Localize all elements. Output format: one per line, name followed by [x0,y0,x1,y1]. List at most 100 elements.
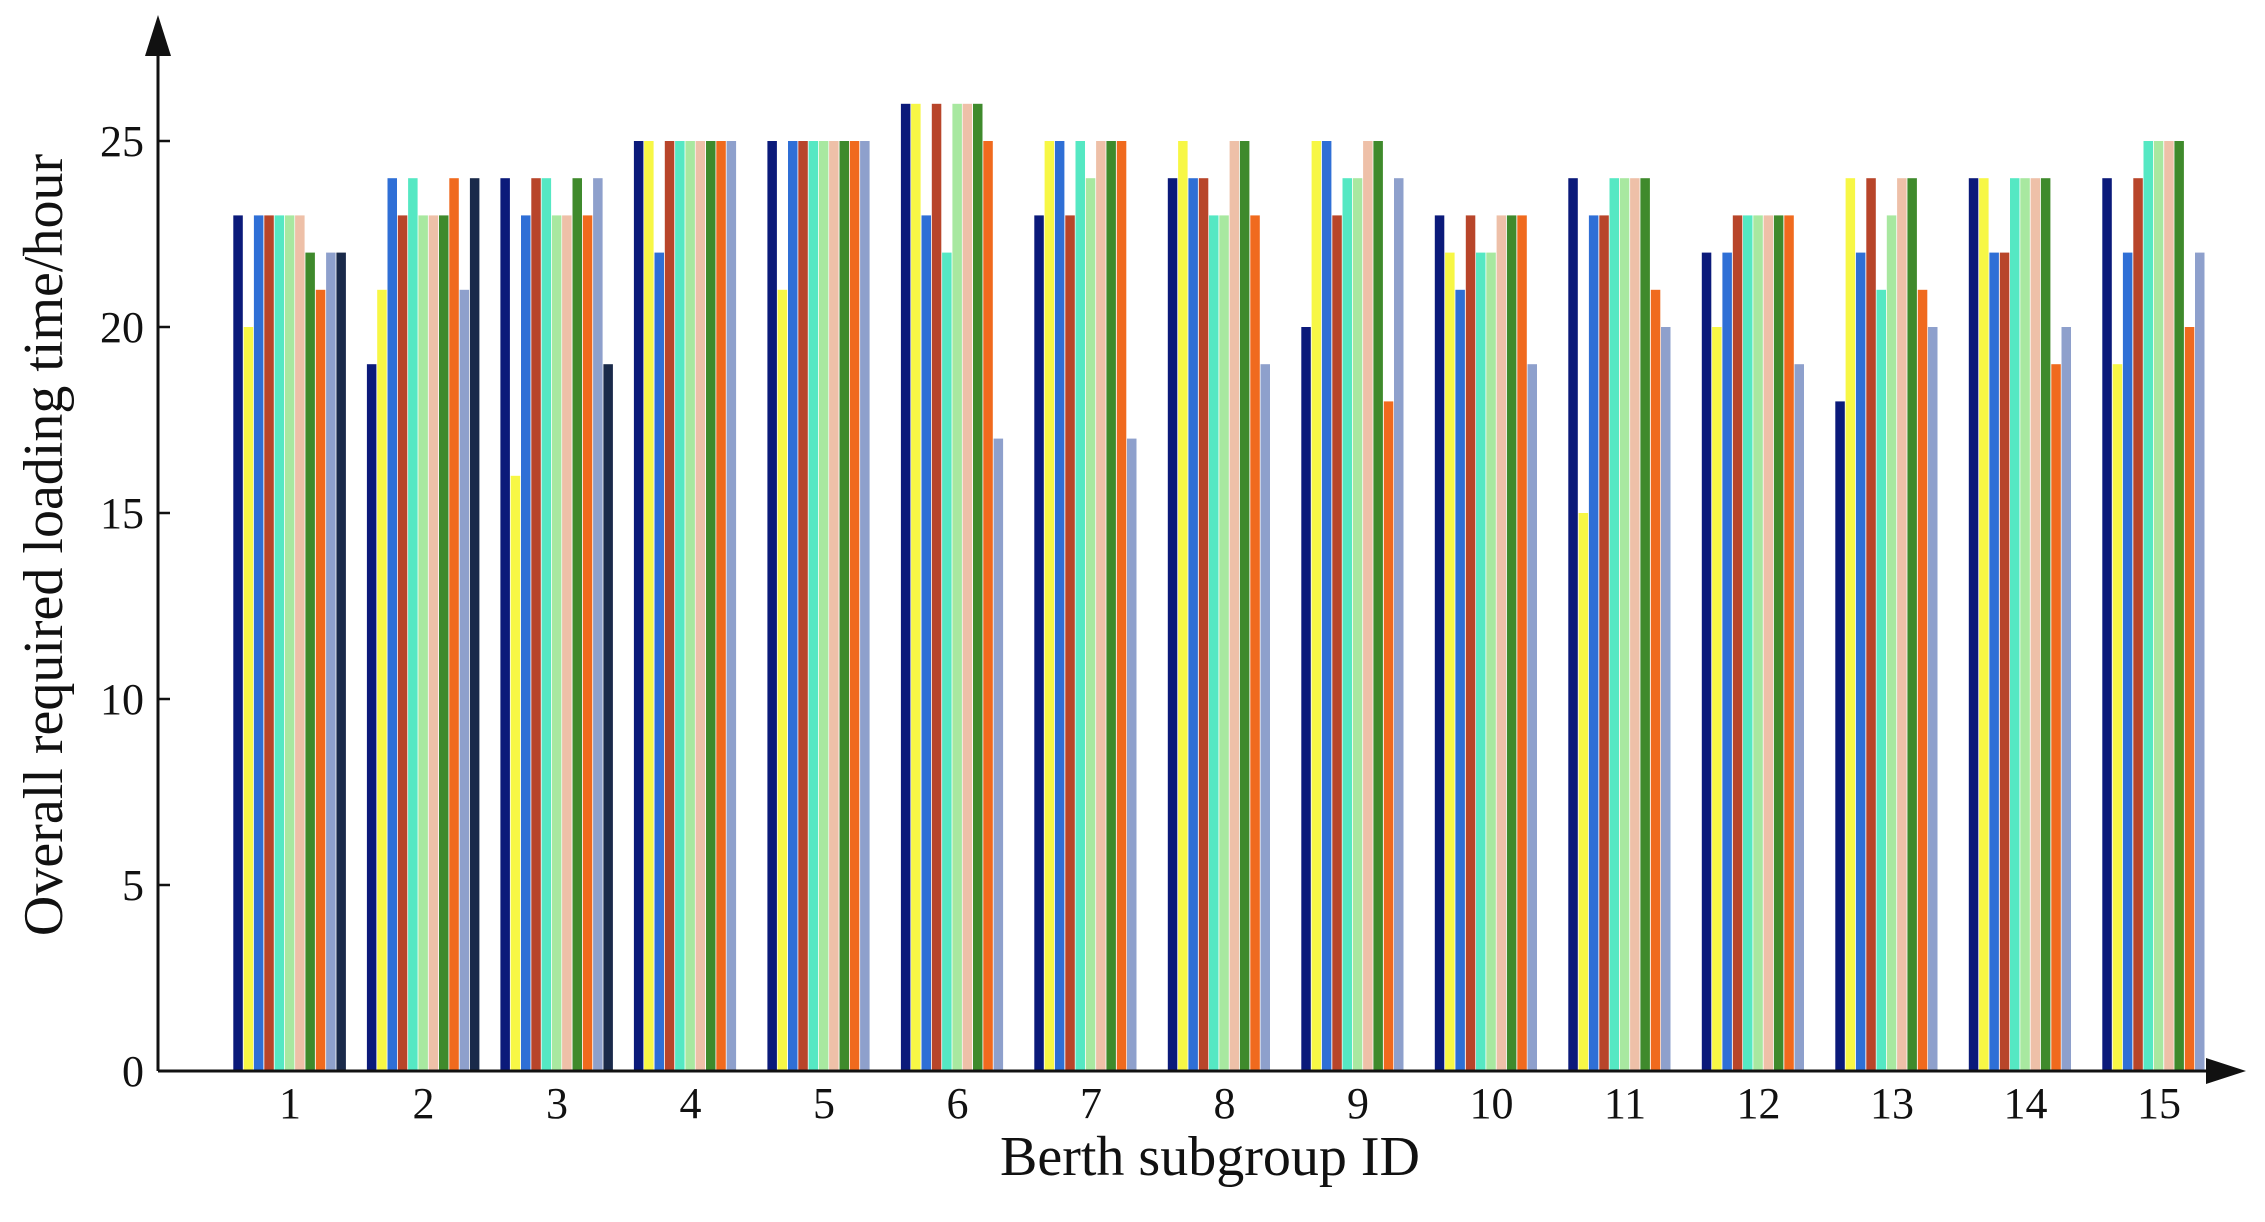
bar-subgroup-7-series-8 [1106,141,1116,1071]
bar-subgroup-2-series-1 [366,364,377,1071]
bar-subgroup-2-series-3 [387,178,397,1071]
bar-subgroup-8-series-7 [1229,141,1240,1071]
bar-subgroup-3-series-11 [603,364,613,1071]
bar-subgroup-2-series-2 [377,289,387,1071]
bar-subgroup-4-series-1 [633,141,644,1071]
x-tick-label: 7 [1080,1079,1102,1128]
x-axis-arrow [2206,1058,2246,1084]
bar-subgroup-3-series-1 [500,178,510,1071]
bar-subgroup-9-series-6 [1352,178,1363,1071]
bar-subgroup-1-series-7 [295,215,305,1071]
bar-subgroup-9-series-2 [1311,141,1322,1071]
bar-subgroup-10-series-9 [1517,215,1527,1071]
bar-subgroup-8-series-5 [1209,215,1219,1071]
bar-subgroup-2-series-4 [397,215,408,1071]
bar-subgroup-7-series-3 [1054,141,1065,1071]
bar-subgroup-12-series-6 [1753,215,1763,1071]
bar-subgroup-10-series-4 [1465,215,1476,1071]
bar-subgroup-11-series-8 [1640,178,1650,1071]
bar-subgroup-15-series-10 [2195,252,2205,1072]
bar-subgroup-14-series-8 [2040,178,2051,1071]
bar-subgroup-14-series-4 [1999,252,2010,1072]
x-tick-label: 8 [1214,1079,1236,1128]
bar-subgroup-14-series-3 [1989,252,1999,1072]
bar-subgroup-10-series-5 [1476,252,1486,1072]
x-tick-label: 3 [546,1079,568,1128]
bar-subgroup-4-series-6 [685,141,695,1071]
bar-subgroup-13-series-4 [1866,178,1876,1071]
bar-subgroup-2-series-5 [408,178,418,1071]
bar-subgroup-13-series-9 [1917,289,1928,1071]
bar-subgroup-6-series-10 [993,438,1004,1072]
bar-subgroup-1-series-8 [305,252,315,1072]
y-tick-label: 0 [122,1047,144,1096]
y-tick-label: 20 [100,303,144,352]
bar-subgroup-1-series-11 [336,252,346,1072]
bar-subgroup-5-series-5 [808,141,819,1071]
bar-subgroup-3-series-3 [521,215,531,1071]
bar-subgroup-5-series-2 [777,289,788,1071]
bar-subgroup-1-series-4 [264,215,274,1071]
bar-subgroup-15-series-7 [2164,141,2174,1071]
bar-subgroup-4-series-3 [654,252,664,1072]
bar-subgroup-15-series-8 [2174,141,2184,1071]
bar-subgroup-3-series-4 [531,178,541,1071]
bar-subgroup-11-series-7 [1630,178,1640,1071]
bar-subgroup-6-series-6 [952,103,962,1072]
bar-subgroup-12-series-1 [1701,252,1712,1072]
bar-subgroup-11-series-5 [1609,178,1619,1071]
bar-subgroup-11-series-3 [1588,215,1599,1071]
bars-layer [233,103,2205,1072]
bar-subgroup-6-series-1 [900,103,911,1072]
bar-subgroup-4-series-9 [716,141,726,1071]
bar-subgroup-9-series-3 [1321,141,1332,1071]
bar-subgroup-15-series-3 [2122,252,2133,1072]
bar-subgroup-15-series-6 [2153,141,2164,1071]
bar-subgroup-5-series-10 [860,141,870,1071]
bar-subgroup-7-series-6 [1085,178,1096,1071]
bar-subgroup-2-series-8 [439,215,449,1071]
bar-subgroup-2-series-7 [428,215,439,1071]
bar-subgroup-1-series-9 [315,289,326,1071]
bar-subgroup-4-series-7 [695,141,706,1071]
bar-subgroup-11-series-2 [1578,513,1589,1071]
bar-subgroup-9-series-5 [1342,178,1352,1071]
bar-subgroup-1-series-5 [274,215,285,1071]
x-tick-label: 2 [413,1079,435,1128]
bar-subgroup-5-series-6 [818,141,829,1071]
bar-subgroup-9-series-7 [1363,141,1373,1071]
bar-subgroup-3-series-10 [593,178,603,1071]
x-tick-label: 10 [1470,1079,1514,1128]
bar-subgroup-6-series-8 [973,103,983,1072]
bar-subgroup-6-series-7 [962,103,973,1072]
bar-subgroup-7-series-9 [1116,141,1127,1071]
bar-subgroup-14-series-10 [2061,327,2071,1071]
x-tick-label: 13 [1870,1079,1914,1128]
x-tick-label: 14 [2004,1079,2048,1128]
bar-subgroup-8-series-3 [1188,178,1198,1071]
bar-subgroup-3-series-7 [562,215,572,1071]
x-tick-label: 5 [813,1079,835,1128]
bar-subgroup-7-series-5 [1075,141,1085,1071]
bar-subgroup-4-series-8 [706,141,716,1071]
bar-subgroup-7-series-2 [1044,141,1055,1071]
bar-subgroup-10-series-7 [1496,215,1507,1071]
x-axis-title: Berth subgroup ID [1000,1126,1420,1188]
x-tick-label: 6 [947,1079,969,1128]
bar-subgroup-5-series-1 [767,141,777,1071]
bar-subgroup-10-series-8 [1506,215,1517,1071]
bar-subgroup-3-series-6 [551,215,562,1071]
x-tick-label: 12 [1737,1079,1781,1128]
bar-subgroup-9-series-10 [1394,178,1404,1071]
bar-subgroup-14-series-6 [2020,178,2030,1071]
bar-subgroup-9-series-1 [1301,327,1311,1071]
bar-subgroup-14-series-7 [2030,178,2041,1071]
bar-subgroup-8-series-8 [1239,141,1250,1071]
bar-subgroup-14-series-9 [2051,364,2061,1071]
bar-subgroup-14-series-5 [2010,178,2020,1071]
y-tick-label: 15 [100,489,144,538]
bar-subgroup-13-series-6 [1886,215,1897,1071]
